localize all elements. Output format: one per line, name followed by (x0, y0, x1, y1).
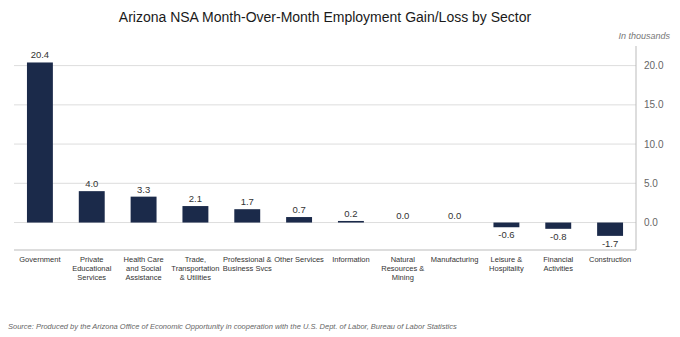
x-tick-label: FinancialActivities (543, 255, 573, 273)
x-tick-label-line: and Social (126, 264, 161, 273)
data-label: 2.1 (189, 193, 202, 204)
data-label: 20.4 (31, 49, 50, 60)
data-label: -1.7 (602, 238, 618, 249)
bar (131, 197, 157, 223)
y-tick-label: 0.0 (644, 217, 658, 228)
bars (27, 62, 623, 235)
x-tick-label-line: Hospitality (489, 264, 524, 273)
data-label: 4.0 (85, 178, 98, 189)
x-tick-label-line: Transportation (171, 264, 219, 273)
x-tick-label: Professional &Business Svcs (223, 255, 272, 273)
data-label: -0.6 (498, 229, 514, 240)
data-label: 0.7 (292, 204, 305, 215)
x-tick-label: Construction (589, 255, 631, 264)
subtitle: In thousands (618, 31, 670, 41)
x-tick-label-line: Natural (391, 255, 416, 264)
bar (493, 223, 519, 228)
x-tick-label-line: Business Svcs (223, 264, 272, 273)
x-tick-label-line: Activities (543, 264, 573, 273)
x-tick-label-line: Educational (72, 264, 112, 273)
y-tick-label: 10.0 (644, 139, 664, 150)
x-tick-label-line: Services (77, 273, 106, 282)
grid-line (14, 183, 636, 184)
data-label: 1.7 (241, 196, 254, 207)
y-axis-line (636, 46, 637, 250)
x-tick-label: NaturalResources &Mining (381, 255, 424, 282)
chart: Arizona NSA Month-Over-Month Employment … (0, 0, 680, 337)
bar (27, 62, 53, 222)
x-tick-label-line: Assistance (125, 273, 161, 282)
x-tick-label: Leisure &Hospitality (489, 255, 524, 273)
x-tick-label-line: & Utilities (180, 273, 212, 282)
x-tick-label-line: Mining (392, 273, 414, 282)
x-axis-line (14, 250, 636, 251)
bar (442, 222, 468, 223)
bar (597, 223, 623, 236)
x-tick-label-line: Trade, (185, 255, 206, 264)
bar (234, 209, 260, 222)
x-tick-label: Manufacturing (431, 255, 479, 264)
x-tick-label-line: Financial (543, 255, 573, 264)
grid-line (14, 65, 636, 66)
x-tick-label-line: Leisure & (491, 255, 523, 264)
x-tick-label-line: Government (19, 255, 61, 264)
grid-line (14, 104, 636, 105)
data-label: 0.0 (448, 210, 461, 221)
x-tick-label-line: Information (332, 255, 370, 264)
bar (182, 206, 208, 222)
data-label: -0.8 (550, 231, 566, 242)
x-tick-label-line: Private (80, 255, 103, 264)
x-tick-label-line: Professional & (223, 255, 271, 264)
x-tick-label-line: Construction (589, 255, 631, 264)
y-tick-label: 5.0 (644, 178, 658, 189)
source: Source: Produced by the Arizona Office o… (8, 322, 457, 331)
x-tick-label: Government (19, 255, 61, 264)
x-tick-label: PrivateEducationalServices (72, 255, 112, 282)
data-label: 0.0 (396, 210, 409, 221)
bar (286, 217, 312, 222)
data-label: 0.2 (344, 208, 357, 219)
y-tick-label: 20.0 (644, 60, 664, 71)
data-label: 3.3 (137, 184, 150, 195)
x-tick-label-line: Health Care (124, 255, 164, 264)
grid (14, 66, 636, 223)
bar (390, 222, 416, 223)
grid-line (14, 222, 636, 223)
x-tick-label: Trade,Transportation& Utilities (171, 255, 219, 282)
bar (79, 191, 105, 222)
x-tick-label-line: Manufacturing (431, 255, 479, 264)
y-tick-label: 15.0 (644, 99, 664, 110)
x-tick-label: Health Careand SocialAssistance (124, 255, 164, 282)
bar (545, 223, 571, 229)
title: Arizona NSA Month-Over-Month Employment … (119, 9, 532, 25)
grid-line (14, 144, 636, 145)
x-tick-label-line: Other Services (274, 255, 324, 264)
bar (338, 221, 364, 223)
x-tick-label: Information (332, 255, 370, 264)
x-tick-label: Other Services (274, 255, 324, 264)
x-tick-label-line: Resources & (381, 264, 424, 273)
